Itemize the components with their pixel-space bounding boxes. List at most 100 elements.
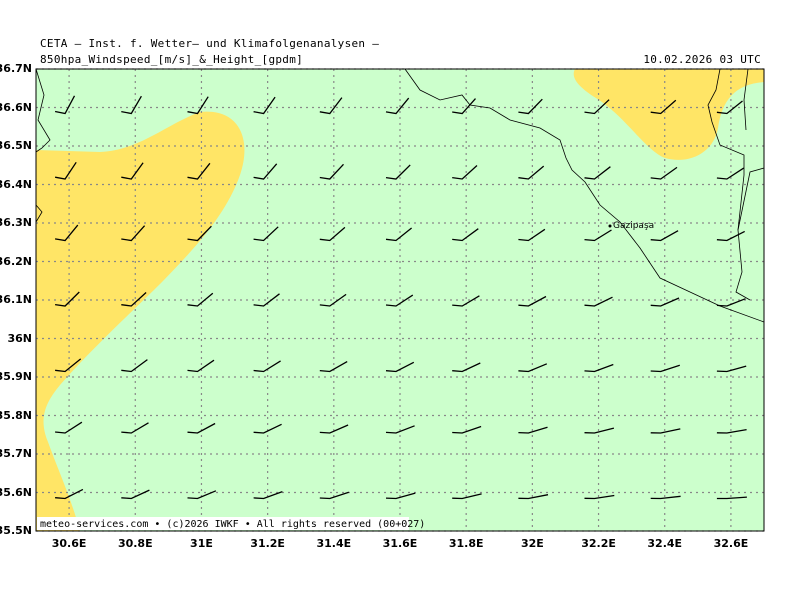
longitude-label: 31.2E (250, 537, 285, 550)
wind-barb (518, 165, 545, 180)
wind-barb (716, 230, 745, 242)
wind-barb (518, 426, 548, 434)
longitude-label: 32.2E (581, 537, 616, 550)
wind-barb (55, 488, 84, 500)
wind-barb (319, 491, 350, 500)
wind-barb (650, 495, 681, 500)
wind-barb (319, 424, 349, 434)
wind-barb (54, 161, 77, 180)
longitude-label: 30.8E (117, 537, 153, 550)
wind-barb (716, 428, 747, 434)
wind-barb (319, 361, 348, 373)
place-label-gazipasa: Gazipaşa (613, 221, 654, 231)
longitude-label: 31E (190, 537, 213, 550)
wind-barb (385, 227, 413, 242)
wind-barb (319, 293, 347, 307)
latitude-label: 36.3N (0, 216, 32, 229)
wind-barb (54, 95, 76, 115)
latitude-label: 36.5N (0, 139, 32, 152)
longitude-label: 32.4E (647, 537, 683, 550)
longitude-label: 31.6E (382, 537, 418, 550)
wind-barb (584, 494, 615, 500)
wind-barb (253, 360, 281, 373)
latitude-label: 36N (7, 331, 32, 345)
wind-barb (187, 490, 217, 500)
wind-barb (187, 292, 214, 307)
wind-barb (716, 100, 743, 115)
wind-barb (187, 359, 215, 373)
wind-barb (584, 296, 613, 307)
wind-barb (187, 96, 209, 115)
wind-barb (650, 166, 678, 180)
longitude-label: 32E (520, 537, 544, 550)
coastline-west (35, 68, 51, 153)
wind-barb (584, 427, 615, 434)
place-marker-gazipasa (608, 224, 612, 228)
wind-barb (385, 97, 410, 115)
wind-barb (650, 297, 680, 307)
header-line1: CETA — Inst. f. Wetter— und Klimafolgena… (40, 37, 380, 50)
wind-barb (319, 163, 344, 180)
wind-barb (518, 494, 549, 500)
wind-barb (55, 421, 83, 434)
road-line (737, 167, 765, 231)
wind-barb (385, 164, 411, 180)
wind-barb (54, 224, 79, 242)
latitude-label: 35.7N (0, 447, 32, 460)
wind-barb (518, 228, 546, 242)
wind-barb (452, 295, 480, 307)
wind-barb (452, 493, 482, 500)
wind-barb (319, 226, 346, 242)
wind-barb (253, 293, 280, 307)
wind-barb (518, 295, 547, 307)
wind-barb (385, 361, 415, 373)
wind-barb (121, 162, 144, 180)
latitude-label: 36.4N (0, 177, 32, 191)
wind-barb (121, 489, 150, 500)
wind-barb (253, 163, 278, 180)
wind-barb (716, 298, 746, 307)
wind-barb (584, 99, 610, 115)
wind-barb (716, 365, 747, 373)
coastline-west-lower (35, 204, 43, 223)
wind-barb (584, 229, 612, 242)
wind-barb (385, 425, 415, 434)
map-frame (35, 68, 765, 532)
band-region-west (36, 111, 245, 532)
footer-background (37, 517, 409, 530)
latitude-label: 36.2N (0, 254, 32, 268)
border-line-east (743, 68, 749, 131)
wind-barb (253, 423, 282, 434)
wind-barb (55, 358, 82, 373)
header-line2: 850hpa_Windspeed_[m/s]_&_Height_[gpdm] (40, 53, 304, 66)
wind-barb (716, 167, 745, 180)
wind-barb (121, 292, 147, 307)
header-datetime: 10.02.2026 03 UTC (643, 53, 761, 66)
band-region-northeast (573, 69, 764, 160)
wind-barb (716, 496, 747, 500)
coastline (35, 68, 765, 323)
wind-barb (584, 363, 614, 373)
wind-barb (253, 226, 279, 242)
border-line (707, 68, 751, 301)
wind-barb (518, 363, 548, 373)
wind-barb (385, 492, 416, 500)
wind-barb (319, 97, 343, 115)
wind-barb (55, 291, 80, 307)
wind-barb (650, 230, 679, 242)
latitude-label: 35.9N (0, 370, 32, 383)
wind-barb (187, 422, 216, 434)
latitude-label: 35.8N (0, 408, 32, 422)
wind-barb (121, 359, 148, 373)
footer-copyright: meteo-services.com • (c)2026 IWKF • All … (40, 519, 425, 530)
latitude-label: 35.5N (0, 524, 32, 537)
wind-barb (253, 490, 283, 500)
latitude-label: 36.1N (0, 293, 32, 306)
wind-barb (187, 162, 211, 180)
longitude-label: 31.4E (316, 537, 352, 550)
latitude-label: 36.6N (0, 100, 32, 114)
latitude-label: 36.7N (0, 62, 32, 75)
wind-barb (253, 96, 276, 115)
wind-barb (452, 362, 481, 373)
